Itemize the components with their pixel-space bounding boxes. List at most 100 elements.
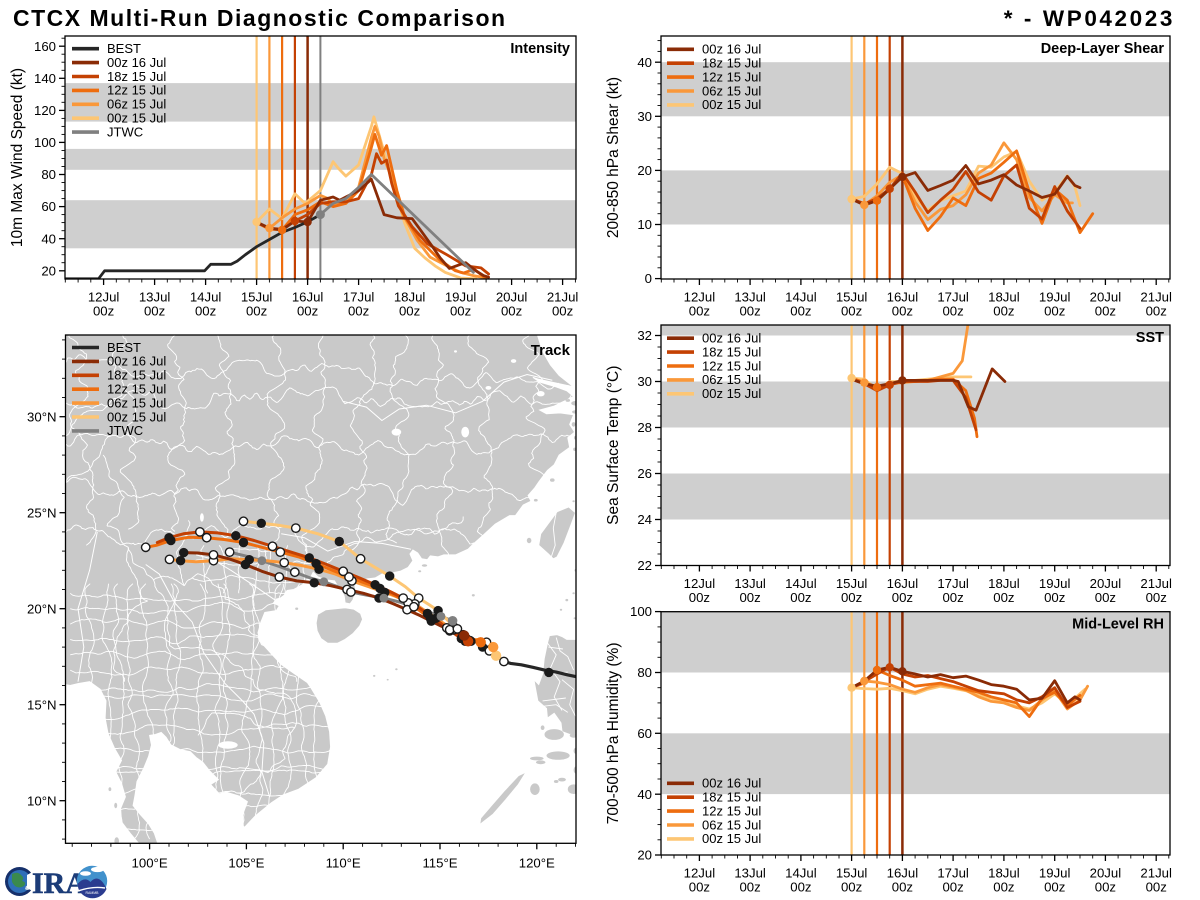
svg-text:160: 160 bbox=[34, 39, 56, 54]
svg-text:40: 40 bbox=[41, 231, 56, 246]
svg-text:120°E: 120°E bbox=[519, 855, 555, 870]
svg-text:00z: 00z bbox=[1146, 880, 1167, 895]
svg-text:80: 80 bbox=[637, 665, 652, 680]
svg-text:10: 10 bbox=[637, 217, 652, 232]
svg-text:00z 16 Jul: 00z 16 Jul bbox=[107, 354, 166, 369]
svg-text:18z 15 Jul: 18z 15 Jul bbox=[702, 790, 761, 805]
svg-text:25°N: 25°N bbox=[27, 505, 56, 520]
svg-text:30°N: 30°N bbox=[27, 409, 56, 424]
svg-text:60: 60 bbox=[637, 726, 652, 741]
svg-text:19Jul: 19Jul bbox=[445, 290, 477, 305]
svg-text:00z 16 Jul: 00z 16 Jul bbox=[702, 42, 761, 57]
svg-text:10°N: 10°N bbox=[27, 793, 56, 808]
svg-text:00z: 00z bbox=[841, 590, 862, 605]
svg-text:00z: 00z bbox=[942, 304, 963, 319]
svg-text:* - WP042023: * - WP042023 bbox=[1004, 6, 1175, 31]
svg-text:21Jul: 21Jul bbox=[1140, 866, 1172, 881]
svg-text:00z: 00z bbox=[993, 590, 1014, 605]
svg-text:13Jul: 13Jul bbox=[734, 866, 766, 881]
svg-text:18Jul: 18Jul bbox=[394, 290, 426, 305]
svg-text:00z: 00z bbox=[552, 304, 573, 319]
svg-text:0: 0 bbox=[645, 271, 652, 286]
svg-text:JTWC: JTWC bbox=[107, 124, 143, 139]
svg-text:BEST: BEST bbox=[107, 41, 141, 56]
svg-text:Deep-Layer Shear: Deep-Layer Shear bbox=[1041, 41, 1165, 57]
svg-text:20Jul: 20Jul bbox=[1090, 866, 1122, 881]
svg-text:00z: 00z bbox=[1044, 590, 1065, 605]
svg-text:14Jul: 14Jul bbox=[785, 576, 817, 591]
svg-text:21Jul: 21Jul bbox=[1140, 290, 1172, 305]
svg-text:06z 15 Jul: 06z 15 Jul bbox=[107, 97, 166, 112]
svg-text:06z 15 Jul: 06z 15 Jul bbox=[702, 83, 761, 98]
svg-text:00z: 00z bbox=[689, 590, 710, 605]
svg-text:100: 100 bbox=[34, 135, 56, 150]
svg-text:115°E: 115°E bbox=[422, 855, 457, 870]
svg-text:20: 20 bbox=[637, 163, 652, 178]
svg-text:00z 15 Jul: 00z 15 Jul bbox=[702, 97, 761, 112]
svg-text:00z: 00z bbox=[1095, 590, 1116, 605]
svg-text:12z 15 Jul: 12z 15 Jul bbox=[107, 83, 166, 98]
svg-text:18z 15 Jul: 18z 15 Jul bbox=[107, 368, 166, 383]
svg-text:15Jul: 15Jul bbox=[836, 576, 868, 591]
svg-text:00z: 00z bbox=[739, 590, 760, 605]
svg-text:12z 15 Jul: 12z 15 Jul bbox=[107, 382, 166, 397]
svg-text:00z: 00z bbox=[1146, 304, 1167, 319]
svg-text:12Jul: 12Jul bbox=[684, 576, 716, 591]
svg-text:00z: 00z bbox=[1044, 880, 1065, 895]
svg-text:00z: 00z bbox=[790, 304, 811, 319]
svg-text:00z: 00z bbox=[144, 304, 165, 319]
svg-text:00z: 00z bbox=[739, 880, 760, 895]
svg-text:32: 32 bbox=[637, 328, 652, 343]
svg-text:18z 15 Jul: 18z 15 Jul bbox=[702, 344, 761, 359]
svg-text:00z 15 Jul: 00z 15 Jul bbox=[107, 409, 166, 424]
svg-text:19Jul: 19Jul bbox=[1039, 290, 1071, 305]
svg-text:00z 15 Jul: 00z 15 Jul bbox=[702, 386, 761, 401]
svg-text:18z 15 Jul: 18z 15 Jul bbox=[107, 69, 166, 84]
svg-text:17Jul: 17Jul bbox=[343, 290, 375, 305]
svg-text:700-500 hPa Humidity (%): 700-500 hPa Humidity (%) bbox=[605, 643, 622, 825]
svg-text:00z: 00z bbox=[892, 590, 913, 605]
svg-text:00z: 00z bbox=[195, 304, 216, 319]
svg-text:00z: 00z bbox=[739, 304, 760, 319]
svg-text:13Jul: 13Jul bbox=[734, 576, 766, 591]
svg-text:16Jul: 16Jul bbox=[887, 576, 919, 591]
svg-text:00z: 00z bbox=[942, 880, 963, 895]
svg-text:00z: 00z bbox=[790, 880, 811, 895]
svg-text:00z: 00z bbox=[790, 590, 811, 605]
svg-text:18z 15 Jul: 18z 15 Jul bbox=[702, 56, 761, 71]
svg-text:Mid-Level RH: Mid-Level RH bbox=[1072, 617, 1164, 633]
svg-text:00z: 00z bbox=[993, 880, 1014, 895]
svg-text:CTCX Multi-Run Diagnostic Comp: CTCX Multi-Run Diagnostic Comparison bbox=[13, 5, 507, 31]
svg-text:00z 16 Jul: 00z 16 Jul bbox=[702, 776, 761, 791]
svg-text:20°N: 20°N bbox=[27, 601, 56, 616]
svg-text:15°N: 15°N bbox=[27, 697, 56, 712]
svg-text:00z 16 Jul: 00z 16 Jul bbox=[702, 331, 761, 346]
svg-text:16Jul: 16Jul bbox=[887, 866, 919, 881]
svg-text:17Jul: 17Jul bbox=[937, 290, 969, 305]
svg-text:16Jul: 16Jul bbox=[292, 290, 324, 305]
svg-text:RAMMB: RAMMB bbox=[85, 891, 99, 895]
svg-text:12Jul: 12Jul bbox=[684, 866, 716, 881]
svg-text:00z: 00z bbox=[1095, 880, 1116, 895]
svg-text:00z: 00z bbox=[892, 880, 913, 895]
svg-text:17Jul: 17Jul bbox=[937, 866, 969, 881]
svg-text:200-850 hPa Shear (kt): 200-850 hPa Shear (kt) bbox=[605, 77, 622, 238]
svg-text:19Jul: 19Jul bbox=[1039, 576, 1071, 591]
svg-text:BEST: BEST bbox=[107, 340, 141, 355]
svg-text:00z: 00z bbox=[450, 304, 471, 319]
svg-text:00z: 00z bbox=[93, 304, 114, 319]
svg-text:100: 100 bbox=[630, 604, 652, 619]
svg-text:06z 15 Jul: 06z 15 Jul bbox=[702, 817, 761, 832]
svg-text:10m Max Wind Speed (kt): 10m Max Wind Speed (kt) bbox=[9, 68, 26, 247]
svg-text:14Jul: 14Jul bbox=[785, 866, 817, 881]
svg-text:140: 140 bbox=[34, 71, 56, 86]
svg-text:12z 15 Jul: 12z 15 Jul bbox=[702, 803, 761, 818]
svg-text:21Jul: 21Jul bbox=[547, 290, 579, 305]
svg-text:60: 60 bbox=[41, 199, 56, 214]
svg-text:17Jul: 17Jul bbox=[937, 576, 969, 591]
svg-text:00z: 00z bbox=[1044, 304, 1065, 319]
svg-text:12Jul: 12Jul bbox=[88, 290, 120, 305]
svg-text:18Jul: 18Jul bbox=[988, 576, 1020, 591]
svg-text:Intensity: Intensity bbox=[510, 41, 570, 57]
svg-text:00z: 00z bbox=[942, 590, 963, 605]
